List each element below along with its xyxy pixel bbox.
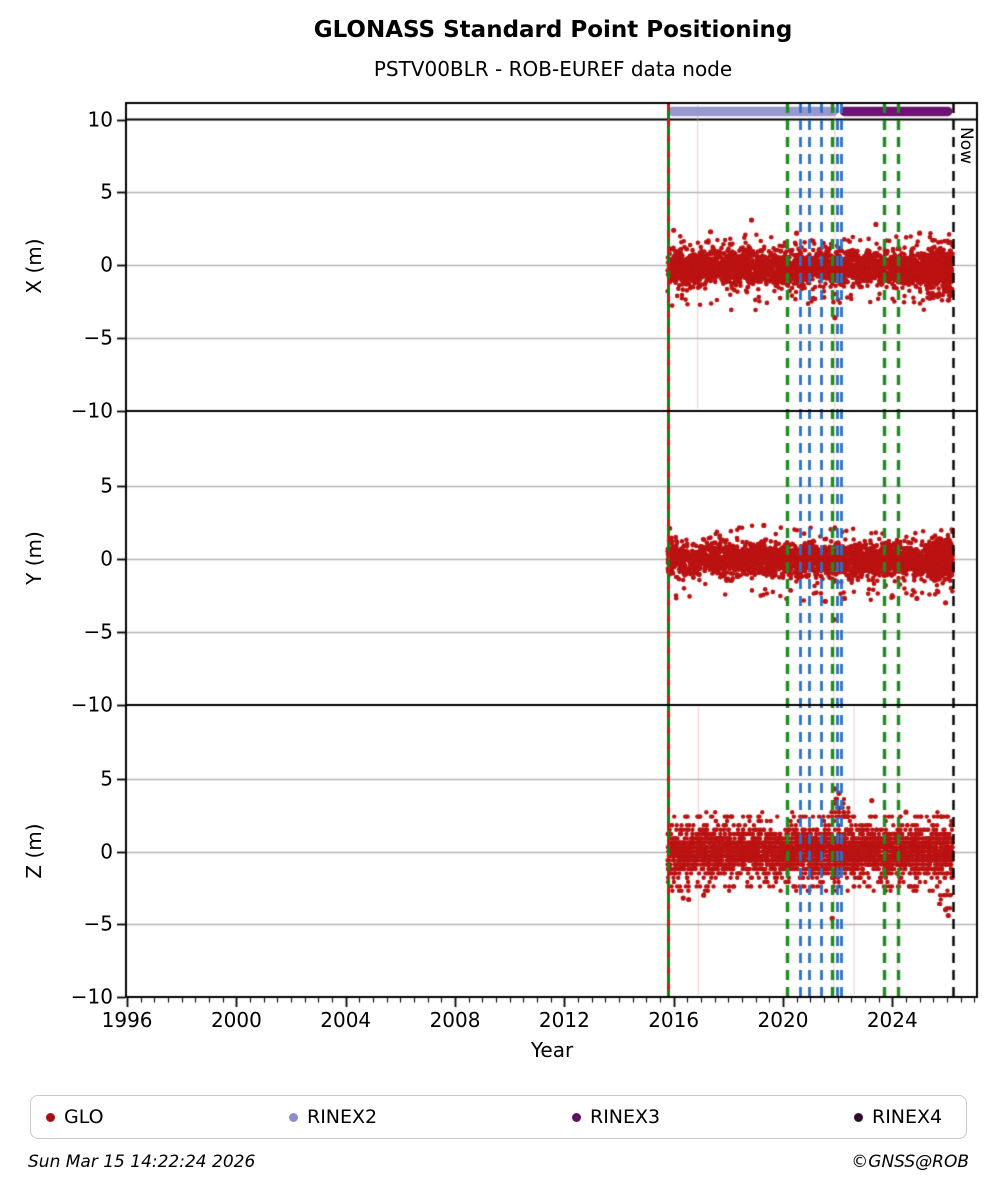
legend-item-glo: GLO [46,1106,104,1128]
y-tick-label: 5 [100,179,113,204]
now-label: Now [956,127,976,165]
legend-label-rinex4: RINEX4 [872,1106,943,1128]
rinex2-marker-icon [289,1112,298,1122]
y-axis-label-y: Y (m) [22,531,46,585]
credit: ©GNSS@ROB [851,1152,969,1172]
timestamp: Sun Mar 15 14:22:24 2026 [28,1152,256,1172]
chart-title: GLONASS Standard Point Positioning [313,17,793,43]
y-tick-label: 5 [100,473,113,498]
legend-label-rinex3: RINEX3 [590,1106,661,1128]
legend-label-rinex2: RINEX2 [307,1106,378,1128]
x-tick-label: 2008 [429,1008,481,1032]
legend-item-rinex2: RINEX2 [289,1106,377,1128]
glo-marker-icon [46,1112,55,1122]
y-tick-label: −10 [70,984,113,1009]
rinex3-marker-icon [572,1112,581,1122]
rinex4-marker-icon [854,1112,863,1122]
y-tick-label: 5 [100,766,113,791]
y-tick-label: −5 [83,619,113,644]
x-tick-label: 2000 [210,1008,262,1032]
x-tick-label: 2004 [320,1008,372,1032]
y-tick-label: 10 [87,107,113,132]
x-tick-label: 1996 [101,1008,153,1032]
legend-item-rinex4: RINEX4 [854,1106,942,1128]
chart-subtitle: PSTV00BLR - ROB-EUREF data node [373,57,733,81]
y-tick-label: 0 [100,546,113,571]
y-tick-label: −10 [70,692,113,717]
x-tick-label: 2016 [648,1008,700,1032]
legend-label-glo: GLO [64,1106,104,1128]
x-tick-label: 2020 [757,1008,809,1032]
y-tick-label: 0 [100,839,113,864]
y-axis-label-x: X (m) [22,238,46,294]
x-axis-label: Year [530,1038,574,1062]
y-tick-label: 0 [100,252,113,277]
y-tick-label: −10 [70,398,113,423]
legend-item-rinex3: RINEX3 [572,1106,660,1128]
y-tick-label: −5 [83,911,113,936]
x-tick-label: 2024 [866,1008,918,1032]
y-tick-label: −5 [83,325,113,350]
legend: GLO RINEX2 RINEX3 RINEX4 [30,1095,967,1139]
x-tick-label: 2012 [538,1008,590,1032]
y-axis-label-z: Z (m) [22,823,46,879]
